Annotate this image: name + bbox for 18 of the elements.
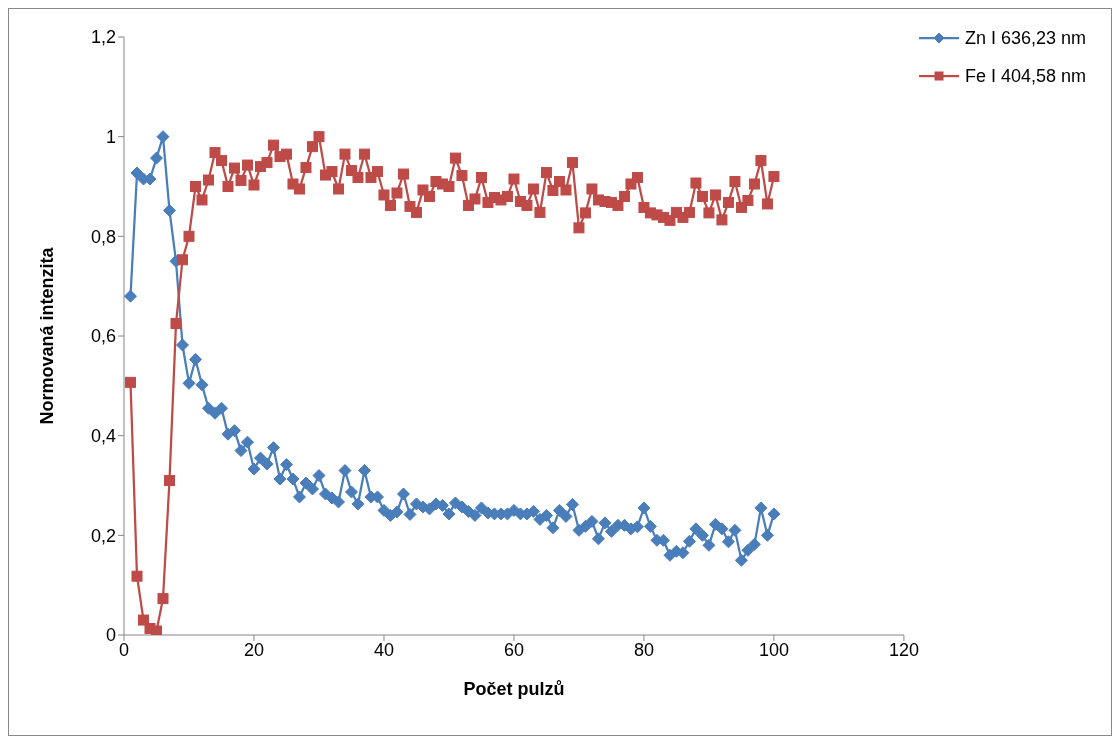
x-tick-label: 60: [503, 639, 524, 660]
x-tick-label: 80: [633, 639, 654, 660]
x-tick-label: 100: [758, 639, 789, 660]
y-tick-label: 1,2: [90, 27, 116, 48]
y-tick-label: 0: [105, 625, 116, 646]
legend-label: Zn I 636,23 nm: [964, 27, 1086, 49]
y-tick-label: 0,6: [90, 326, 116, 347]
y-tick-label: 0,8: [90, 226, 116, 247]
x-tick-label: 40: [373, 639, 394, 660]
x-tick-label: 0: [118, 639, 130, 660]
legend-label: Fe I 404,58 nm: [964, 65, 1086, 87]
y-tick-label: 0,2: [90, 525, 116, 546]
y-axis-title: Normovaná intenzita: [37, 246, 58, 425]
x-tick-label: 20: [243, 639, 264, 660]
x-axis-title: Počet pulzů: [463, 679, 565, 699]
y-tick-label: 0,4: [90, 426, 116, 447]
x-tick-label: 120: [888, 639, 919, 660]
y-tick-label: 1: [105, 127, 116, 148]
